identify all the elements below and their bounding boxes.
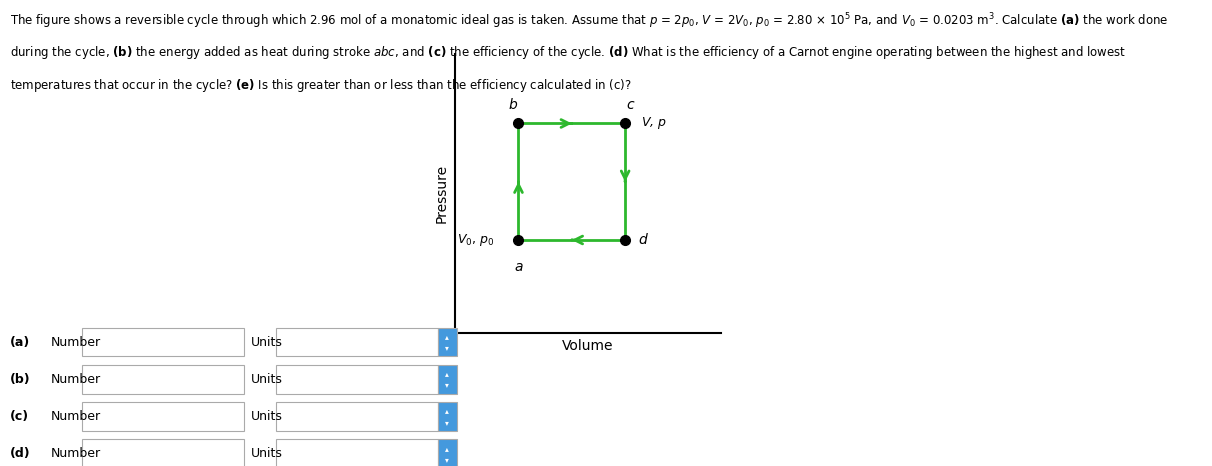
Text: ▴: ▴ xyxy=(445,444,450,453)
Text: Units: Units xyxy=(251,336,282,349)
Text: $d$: $d$ xyxy=(638,233,648,247)
Text: Number: Number xyxy=(51,336,101,349)
Text: (c): (c) xyxy=(10,410,29,423)
Text: $a$: $a$ xyxy=(514,260,524,274)
Text: $V$, $p$: $V$, $p$ xyxy=(641,116,667,131)
Text: Number: Number xyxy=(51,410,101,423)
Text: ▾: ▾ xyxy=(445,455,450,464)
Text: ▾: ▾ xyxy=(445,343,450,352)
Text: Units: Units xyxy=(251,373,282,386)
Text: Number: Number xyxy=(51,373,101,386)
Text: Units: Units xyxy=(251,447,282,460)
Text: $b$: $b$ xyxy=(508,97,519,112)
Text: The figure shows a reversible cycle through which 2.96 mol of a monatomic ideal : The figure shows a reversible cycle thro… xyxy=(10,12,1168,31)
Text: $c$: $c$ xyxy=(625,98,635,112)
Text: ▴: ▴ xyxy=(445,406,450,416)
Text: (b): (b) xyxy=(10,373,30,386)
Text: ▾: ▾ xyxy=(445,418,450,427)
Text: temperatures that occur in the cycle? $\mathbf{(e)}$ Is this greater than or les: temperatures that occur in the cycle? $\… xyxy=(10,77,631,94)
Text: ▴: ▴ xyxy=(445,332,450,341)
Text: ▾: ▾ xyxy=(445,380,450,390)
Text: Units: Units xyxy=(251,410,282,423)
Text: Number: Number xyxy=(51,447,101,460)
Text: (a): (a) xyxy=(10,336,30,349)
X-axis label: Volume: Volume xyxy=(562,339,613,353)
Text: ▴: ▴ xyxy=(445,369,450,378)
Text: (d): (d) xyxy=(10,447,30,460)
Text: during the cycle, $\mathbf{(b)}$ the energy added as heat during stroke $\mathit: during the cycle, $\mathbf{(b)}$ the ene… xyxy=(10,44,1126,61)
Y-axis label: Pressure: Pressure xyxy=(435,164,448,223)
Text: $V_0$, $p_0$: $V_0$, $p_0$ xyxy=(457,232,494,248)
